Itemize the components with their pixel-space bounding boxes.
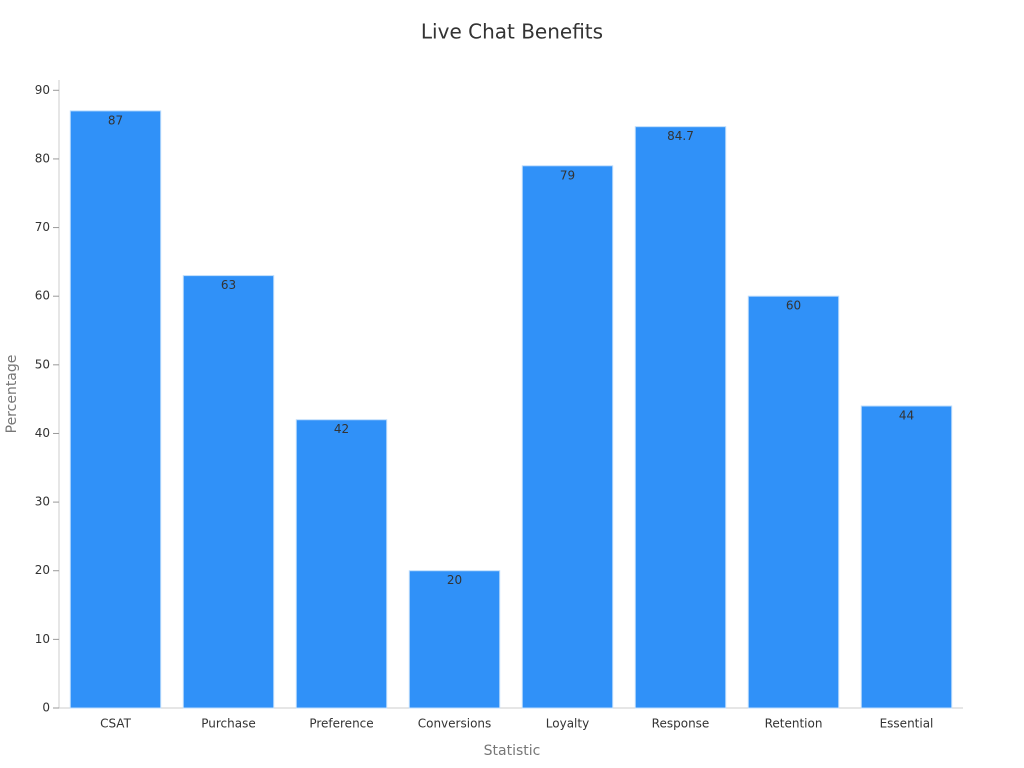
x-tick-label: Retention bbox=[765, 717, 823, 731]
value-label: 84.7 bbox=[667, 129, 694, 143]
x-tick-label: Response bbox=[652, 717, 710, 731]
y-tick-label: 80 bbox=[35, 151, 50, 165]
y-tick-label: 90 bbox=[35, 83, 50, 97]
x-tick-label: Preference bbox=[309, 717, 373, 731]
y-tick-label: 10 bbox=[35, 632, 50, 646]
chart-title: Live Chat Benefits bbox=[421, 20, 603, 44]
x-tick-label: Purchase bbox=[201, 717, 256, 731]
value-label: 44 bbox=[899, 409, 914, 423]
bar bbox=[182, 275, 275, 709]
x-axis-title: Statistic bbox=[484, 743, 541, 759]
x-tick-label: Conversions bbox=[418, 717, 492, 731]
x-tick-label: CSAT bbox=[100, 717, 131, 731]
value-label: 63 bbox=[221, 278, 236, 292]
value-label: 60 bbox=[786, 299, 801, 313]
y-tick-label: 70 bbox=[35, 220, 50, 234]
y-axis-title: Percentage bbox=[4, 355, 20, 434]
y-tick-label: 30 bbox=[35, 495, 50, 509]
value-label: 20 bbox=[447, 573, 462, 587]
bar bbox=[408, 570, 501, 709]
bar bbox=[295, 419, 388, 709]
x-tick-label: Essential bbox=[880, 717, 934, 731]
bar bbox=[747, 295, 840, 709]
x-tick-label: Loyalty bbox=[546, 717, 589, 731]
bar bbox=[521, 165, 614, 709]
value-label: 42 bbox=[334, 422, 349, 436]
y-tick-label: 50 bbox=[35, 357, 50, 371]
value-label: 79 bbox=[560, 168, 575, 182]
bar bbox=[69, 110, 162, 709]
bar bbox=[860, 405, 953, 709]
y-tick-label: 0 bbox=[42, 701, 50, 715]
y-tick-label: 40 bbox=[35, 426, 50, 440]
value-label: 87 bbox=[108, 113, 123, 127]
y-tick-label: 60 bbox=[35, 289, 50, 303]
y-tick-label: 20 bbox=[35, 563, 50, 577]
bar bbox=[634, 126, 727, 709]
